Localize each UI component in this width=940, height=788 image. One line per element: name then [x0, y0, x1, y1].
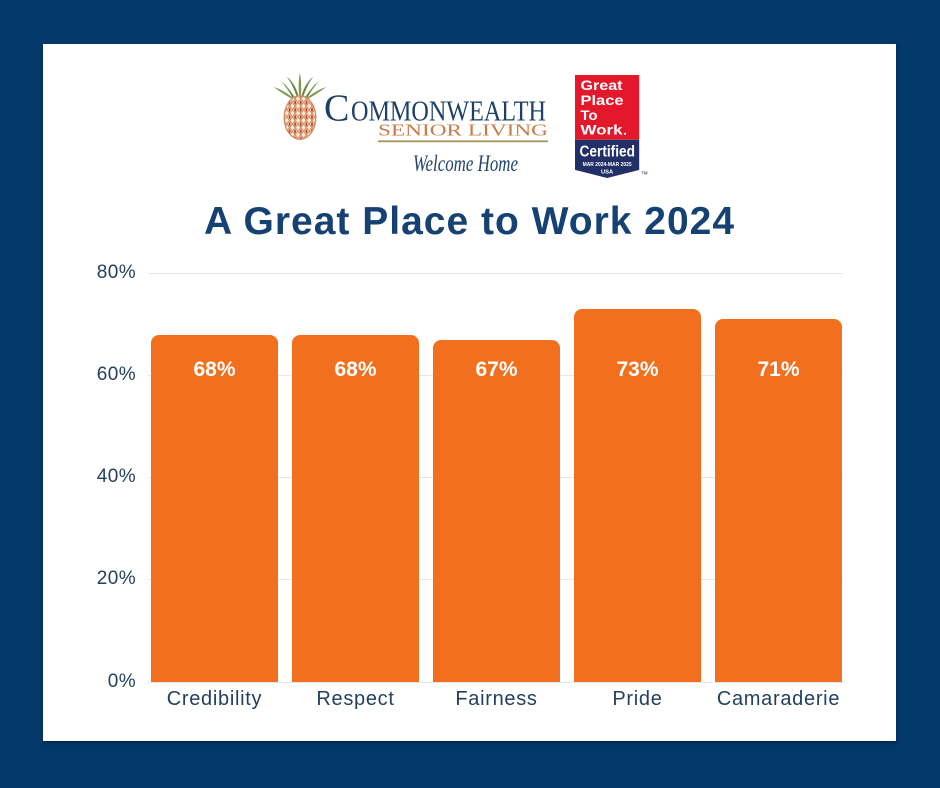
svg-text:C: C — [324, 87, 349, 129]
svg-text:MAR 2024-MAR 2025: MAR 2024-MAR 2025 — [583, 162, 633, 168]
svg-text:SENIOR LIVING: SENIOR LIVING — [378, 121, 548, 140]
svg-text:To: To — [581, 107, 598, 123]
svg-text:Certified: Certified — [580, 144, 636, 161]
svg-text:Welcome Home: Welcome Home — [413, 151, 518, 176]
svg-text:USA: USA — [601, 170, 614, 176]
svg-text:Place: Place — [581, 92, 624, 108]
svg-text:Work: Work — [581, 122, 623, 138]
svg-text:OMMONWEALTH: OMMONWEALTH — [351, 95, 546, 127]
svg-text:TM: TM — [642, 171, 649, 176]
svg-text:Great: Great — [581, 77, 623, 93]
